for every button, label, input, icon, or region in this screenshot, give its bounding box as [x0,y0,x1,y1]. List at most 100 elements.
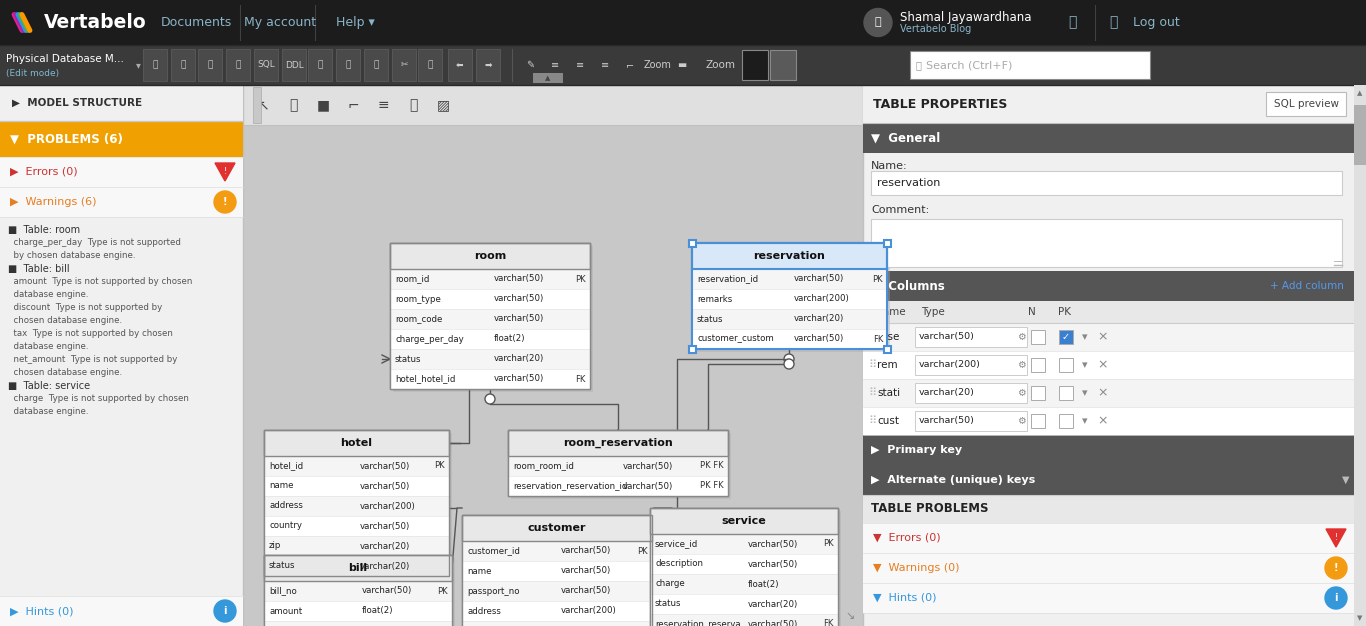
Text: !: ! [223,197,227,207]
Text: ×: × [1098,386,1108,399]
Text: database engine.: database engine. [8,407,89,416]
Bar [863,553,1354,583]
Text: 📥: 📥 [317,61,322,69]
Bar [653,511,841,626]
Circle shape [214,600,236,622]
Bar [171,49,195,81]
Bar [264,496,449,516]
Bar [742,50,768,80]
Text: room_code: room_code [395,314,443,324]
Text: ■  Table: room: ■ Table: room [8,225,81,235]
Bar [464,518,656,626]
Text: ⠿: ⠿ [867,332,876,342]
Text: ×: × [1098,331,1108,344]
Bar [0,121,243,157]
Bar [650,614,837,626]
Text: varchar(20): varchar(20) [919,389,975,398]
Bar [508,476,728,496]
Text: ▬: ▬ [678,60,687,70]
Circle shape [784,354,794,364]
Text: room_reservation: room_reservation [563,438,673,448]
Text: 🗑: 🗑 [428,61,433,69]
Text: PK: PK [1059,307,1071,317]
Text: SQL preview: SQL preview [1273,99,1339,109]
Bar [264,430,449,456]
Text: i: i [223,606,227,616]
Text: PK FK: PK FK [701,481,724,491]
Text: My account: My account [245,16,316,29]
Text: varchar(50): varchar(50) [794,274,844,284]
Bar [693,269,887,289]
Text: varchar(50): varchar(50) [919,332,975,342]
Text: (Edit mode): (Edit mode) [5,69,59,78]
Bar [281,49,306,81]
Bar [266,558,455,626]
Text: country: country [269,521,302,530]
Text: ▶  Alternate (unique) keys: ▶ Alternate (unique) keys [872,475,1035,485]
Text: varchar(20): varchar(20) [794,314,844,324]
Text: float(2): float(2) [362,607,393,615]
Text: charge_per_day  Type is not supported: charge_per_day Type is not supported [8,238,180,247]
Text: 👥: 👥 [180,61,186,69]
Bar [392,49,417,81]
Text: Name:: Name: [872,161,907,171]
Bar [391,269,590,289]
Bar [0,45,1366,85]
Circle shape [1325,557,1347,579]
Text: varchar(50): varchar(50) [623,461,672,471]
Bar [264,516,449,536]
Text: TABLE PROBLEMS: TABLE PROBLEMS [872,503,989,515]
Text: remarks: remarks [697,294,732,304]
Text: varchar(50): varchar(50) [747,620,798,626]
Text: FK: FK [873,334,882,344]
Text: ➡: ➡ [485,61,492,69]
Bar [650,534,837,554]
Bar [393,246,593,392]
Bar [418,49,443,81]
Text: stati: stati [877,388,900,398]
Text: varchar(50): varchar(50) [747,560,798,568]
Bar [872,171,1341,195]
Text: PK: PK [575,274,586,284]
Bar [336,49,361,81]
Text: tax  Type is not supported by chosen: tax Type is not supported by chosen [8,329,173,338]
Bar [863,271,1354,301]
Bar [863,495,1354,523]
Text: ↘: ↘ [846,611,855,621]
Text: ⌐: ⌐ [347,98,359,112]
Bar [863,523,1354,553]
Bar [863,351,1354,379]
Text: ≡: ≡ [576,60,585,70]
Bar [391,243,590,389]
Text: varchar(50): varchar(50) [494,294,544,304]
Text: ▲: ▲ [1358,90,1363,96]
Text: ▶  Errors (0): ▶ Errors (0) [10,167,78,177]
Text: customer: customer [527,523,586,533]
Text: 🖼: 🖼 [208,61,213,69]
Text: reservation: reservation [877,178,940,188]
Bar [863,583,1354,613]
Text: varchar(200): varchar(200) [361,501,417,510]
Bar [462,541,652,561]
Text: ⚙: ⚙ [1016,388,1026,398]
Bar [915,327,1027,347]
Bar [863,407,1354,435]
Text: PK: PK [437,587,448,595]
Text: room_id: room_id [395,274,429,284]
Text: varchar(20): varchar(20) [747,600,798,608]
Text: ▼  Errors (0): ▼ Errors (0) [873,533,941,543]
Text: varchar(200): varchar(200) [919,361,981,369]
Bar [462,621,652,626]
Text: amount: amount [269,607,302,615]
Text: amount  Type is not supported by chosen: amount Type is not supported by chosen [8,277,193,286]
Text: ✂: ✂ [400,61,407,69]
Text: service: service [721,516,766,526]
Text: reservation_reserva: reservation_reserva [656,620,740,626]
Text: status: status [656,600,682,608]
Text: ✓: ✓ [1061,332,1070,342]
Text: ⏻: ⏻ [1109,16,1117,29]
Text: discount  Type is not supported by: discount Type is not supported by [8,303,163,312]
Bar [650,508,837,626]
Text: Comment:: Comment: [872,205,929,215]
Text: hotel: hotel [340,438,373,448]
